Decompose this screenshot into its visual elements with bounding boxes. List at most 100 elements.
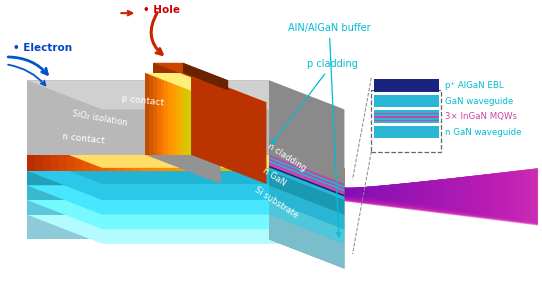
Polygon shape — [374, 126, 438, 138]
Polygon shape — [269, 167, 344, 200]
Polygon shape — [344, 170, 524, 221]
Text: p cladding: p cladding — [272, 59, 358, 144]
Polygon shape — [344, 182, 419, 204]
Polygon shape — [344, 176, 474, 213]
Polygon shape — [229, 155, 237, 171]
Polygon shape — [344, 176, 468, 212]
Polygon shape — [374, 95, 438, 107]
Text: n contact: n contact — [62, 132, 105, 145]
Polygon shape — [344, 187, 363, 196]
Polygon shape — [344, 187, 376, 197]
Polygon shape — [344, 168, 542, 224]
Polygon shape — [269, 159, 344, 190]
Polygon shape — [27, 155, 269, 171]
Polygon shape — [344, 177, 462, 211]
Polygon shape — [237, 155, 245, 171]
Polygon shape — [344, 167, 542, 225]
Polygon shape — [344, 169, 530, 222]
Text: n GaN waveguide: n GaN waveguide — [445, 128, 521, 137]
Polygon shape — [269, 215, 344, 269]
Polygon shape — [156, 155, 164, 171]
Polygon shape — [115, 155, 124, 171]
Polygon shape — [344, 166, 542, 226]
Polygon shape — [269, 171, 344, 215]
Polygon shape — [374, 79, 438, 92]
Polygon shape — [115, 139, 124, 155]
Polygon shape — [344, 173, 499, 217]
Polygon shape — [27, 139, 344, 168]
Polygon shape — [164, 139, 172, 155]
Polygon shape — [269, 200, 344, 244]
Polygon shape — [27, 185, 269, 200]
Polygon shape — [344, 180, 443, 208]
Text: GaN waveguide: GaN waveguide — [445, 97, 513, 106]
Polygon shape — [160, 73, 164, 155]
Polygon shape — [191, 80, 269, 155]
Polygon shape — [344, 166, 542, 227]
Polygon shape — [27, 80, 145, 155]
Polygon shape — [191, 80, 344, 110]
Polygon shape — [212, 139, 221, 155]
Polygon shape — [172, 73, 176, 155]
Polygon shape — [344, 172, 505, 218]
Polygon shape — [374, 113, 438, 114]
Polygon shape — [92, 139, 100, 155]
Polygon shape — [164, 73, 168, 155]
Polygon shape — [237, 139, 245, 155]
Polygon shape — [180, 139, 189, 155]
Polygon shape — [153, 63, 228, 80]
Polygon shape — [187, 73, 191, 155]
Polygon shape — [180, 155, 189, 171]
Polygon shape — [189, 155, 196, 171]
Polygon shape — [269, 215, 344, 269]
Polygon shape — [27, 215, 344, 244]
Polygon shape — [27, 171, 344, 200]
Polygon shape — [212, 155, 221, 171]
Polygon shape — [344, 173, 493, 216]
Polygon shape — [148, 155, 156, 171]
Polygon shape — [172, 155, 180, 171]
Polygon shape — [140, 155, 148, 171]
Polygon shape — [229, 139, 237, 155]
Polygon shape — [221, 155, 229, 171]
Polygon shape — [344, 187, 351, 196]
Polygon shape — [153, 73, 157, 155]
Text: n cladding: n cladding — [267, 142, 308, 173]
Polygon shape — [43, 155, 51, 171]
Polygon shape — [261, 139, 269, 155]
Polygon shape — [344, 179, 450, 209]
Polygon shape — [176, 73, 179, 155]
Polygon shape — [59, 139, 67, 155]
Polygon shape — [344, 174, 487, 215]
Polygon shape — [221, 139, 229, 155]
Polygon shape — [35, 155, 43, 171]
Polygon shape — [344, 165, 542, 228]
Polygon shape — [344, 183, 412, 203]
Polygon shape — [75, 139, 83, 155]
Polygon shape — [67, 155, 75, 171]
Polygon shape — [157, 73, 160, 155]
Text: p contact: p contact — [121, 94, 164, 107]
Polygon shape — [164, 155, 172, 171]
Text: 3× InGaN MQWs: 3× InGaN MQWs — [445, 112, 517, 121]
Polygon shape — [59, 155, 67, 171]
Polygon shape — [344, 168, 536, 223]
Polygon shape — [196, 155, 204, 171]
Polygon shape — [27, 215, 269, 239]
Polygon shape — [156, 139, 164, 155]
Polygon shape — [27, 139, 35, 155]
Polygon shape — [145, 73, 149, 155]
Polygon shape — [344, 186, 388, 199]
Polygon shape — [261, 155, 269, 171]
Polygon shape — [51, 155, 59, 171]
Polygon shape — [27, 200, 269, 215]
Polygon shape — [374, 110, 438, 123]
Polygon shape — [189, 139, 196, 155]
Polygon shape — [344, 181, 431, 206]
Polygon shape — [344, 162, 542, 232]
Polygon shape — [67, 139, 75, 155]
Polygon shape — [344, 187, 357, 196]
Polygon shape — [196, 139, 204, 155]
Polygon shape — [374, 119, 438, 121]
Polygon shape — [344, 185, 400, 201]
